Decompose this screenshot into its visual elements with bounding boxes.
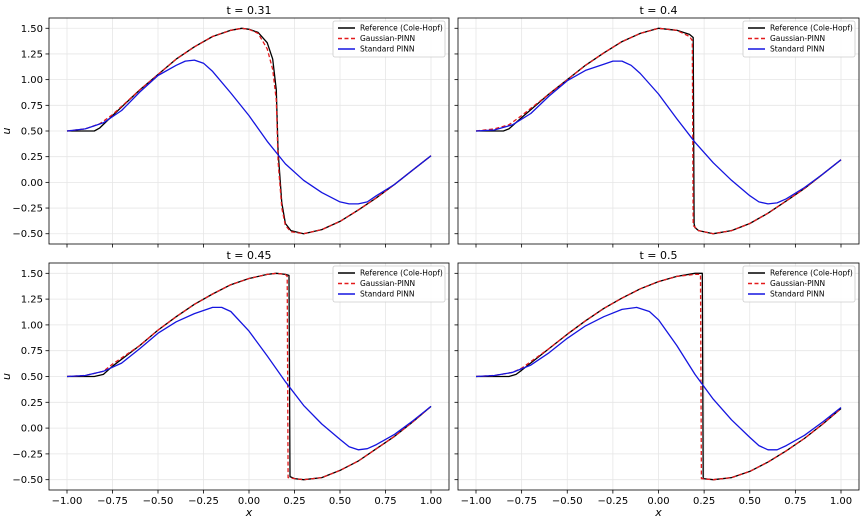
series-line (476, 27, 842, 235)
x-tick-label: 0.75 (374, 496, 396, 507)
x-tick-label: −1.00 (461, 496, 492, 507)
y-tick-label: 0.50 (21, 372, 43, 383)
y-tick-label: 0.75 (21, 101, 43, 112)
panel-1: 1.50 1.25 1.00 0.75 0.50 0.25 0.00 −0.25 −0.50 t … (0, 4, 450, 248)
y-tick-label: 0.25 (21, 398, 43, 409)
y-tick-label: 1.25 (21, 49, 43, 60)
series-line (475, 27, 842, 235)
legend-label: Standard PINN (360, 290, 414, 299)
legend-label: Gaussian-PINN (770, 34, 825, 43)
x-tick-label: 1.00 (830, 496, 852, 507)
legend-label: Standard PINN (360, 45, 414, 54)
chart-title: t = 0.5 (639, 249, 677, 262)
legend-label: Reference (Cole-Hopf) (770, 24, 853, 33)
x-tick-label: −0.25 (598, 496, 629, 507)
x-tick-label: 0.25 (283, 496, 305, 507)
series-group (66, 272, 432, 481)
series-group (66, 27, 432, 235)
legend-box (332, 20, 446, 58)
legend: Reference (Cole-Hopf)Gaussian-PINN Standa… (332, 20, 446, 58)
x-tick-label: 0.50 (739, 496, 761, 507)
y-tick-label: 0.00 (21, 424, 43, 435)
x-tick-label: −0.25 (188, 496, 219, 507)
y-tick-label: 1.00 (21, 75, 43, 86)
y-axis-label: u (0, 373, 13, 380)
x-tick-label: 0.00 (238, 496, 260, 507)
y-tick-label: 0.75 (21, 346, 43, 357)
y-tick-label: 0.00 (21, 178, 43, 189)
x-axis-label: x (245, 506, 253, 519)
series-group (475, 27, 842, 235)
series-line (66, 59, 432, 205)
series-group (475, 272, 842, 481)
legend: Reference (Cole-Hopf)Gaussian-PINN Standa… (332, 265, 446, 303)
x-tick-label: 0.50 (329, 496, 351, 507)
x-tick-label: 0.25 (693, 496, 715, 507)
series-line (66, 272, 432, 481)
chart-title: t = 0.45 (226, 249, 271, 262)
chart-title: t = 0.31 (226, 4, 271, 17)
x-tick-label: −0.75 (506, 496, 537, 507)
series-line (475, 306, 842, 451)
legend: Reference (Cole-Hopf)Gaussian-PINN Standa… (742, 265, 856, 303)
y-tick-label: 1.25 (21, 295, 43, 306)
y-tick-label: −0.50 (12, 229, 43, 240)
y-tick-label: −0.50 (12, 475, 43, 486)
y-tick-label: −0.25 (12, 204, 43, 215)
legend-label: Reference (Cole-Hopf) (360, 269, 443, 278)
y-tick-label: 0.50 (21, 127, 43, 138)
x-tick-label: −0.75 (97, 496, 128, 507)
x-axis-label: x (654, 506, 662, 519)
y-axis-label: u (0, 127, 13, 134)
x-tick-label: 0.00 (647, 496, 669, 507)
legend-label: Gaussian-PINN (360, 34, 415, 43)
legend-label: Standard PINN (770, 45, 824, 54)
legend-label: Reference (Cole-Hopf) (360, 24, 443, 33)
chart-title: t = 0.4 (639, 4, 677, 17)
panel-2: t = 0.4 Reference (Cole-Hopf)Gaussian-PIN… (454, 4, 860, 248)
legend-box (742, 20, 856, 58)
x-tick-label: −0.50 (143, 496, 174, 507)
y-tick-label: 1.50 (21, 24, 43, 35)
panel-3: 1.50 1.25 1.00 0.75 0.50 0.25 0.00 −0.25 −0.50 −1… (0, 249, 450, 519)
series-line (475, 60, 842, 205)
x-tick-label: 0.75 (784, 496, 806, 507)
legend-label: Standard PINN (770, 290, 824, 299)
y-tick-label: 0.25 (21, 152, 43, 163)
series-line (66, 306, 432, 451)
y-tick-label: 1.00 (21, 320, 43, 331)
legend-box (742, 265, 856, 303)
legend: Reference (Cole-Hopf)Gaussian-PINN Standa… (742, 20, 856, 58)
y-tick-label: 1.50 (21, 269, 43, 280)
series-line (66, 27, 432, 235)
x-tick-label: −1.00 (52, 496, 83, 507)
legend-label: Gaussian-PINN (360, 279, 415, 288)
y-tick-label: −0.25 (12, 449, 43, 460)
panel-4: −1.00 −0.75 −0.50 −0.25 0.00 0.25 0.50 0.75 1.00… (454, 249, 860, 519)
legend-label: Gaussian-PINN (770, 279, 825, 288)
x-tick-label: −0.50 (552, 496, 583, 507)
legend-label: Reference (Cole-Hopf) (770, 269, 853, 278)
series-line (475, 273, 842, 481)
x-tick-label: 1.00 (420, 496, 442, 507)
legend-box (332, 265, 446, 303)
